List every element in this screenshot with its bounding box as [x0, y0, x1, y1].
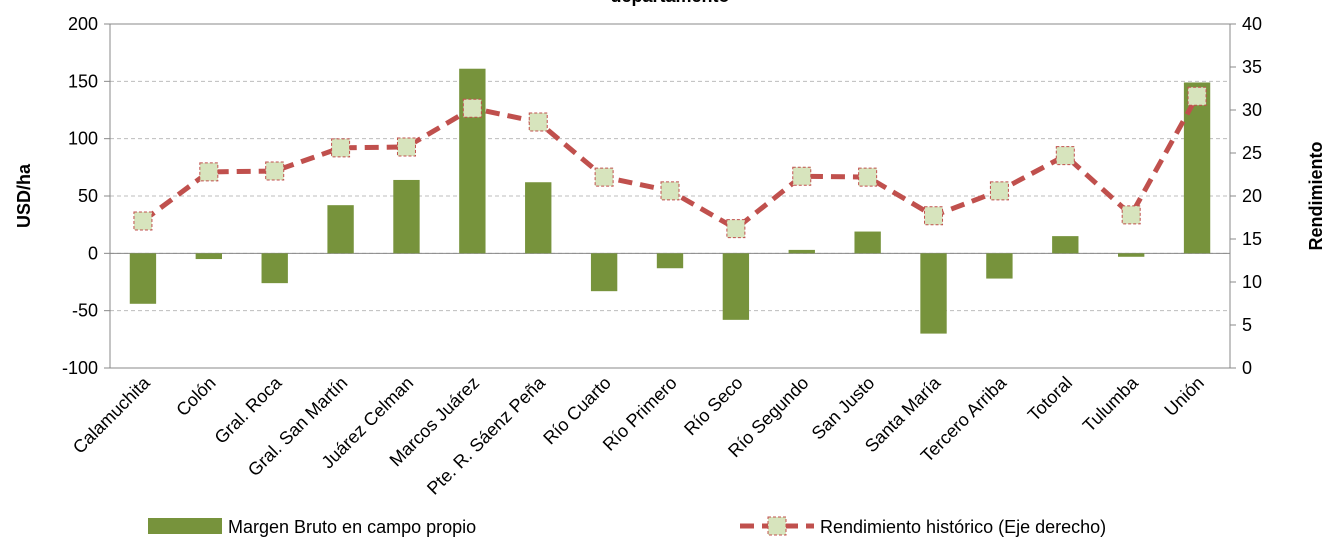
y-tick-label: 0 [88, 243, 98, 263]
y2-tick-label: 20 [1242, 186, 1262, 206]
y2-tick-label: 40 [1242, 14, 1262, 34]
legend-label: Margen Bruto en campo propio [228, 517, 476, 537]
bar [393, 179, 420, 254]
bar [1118, 253, 1145, 257]
y-tick-label: 200 [68, 14, 98, 34]
x-tick-label: Pte. R. Sáenz Peña [423, 372, 550, 499]
marker [331, 138, 351, 158]
y2-axis-label: Rendimiento [1306, 141, 1326, 250]
marker [1121, 205, 1141, 225]
marker [462, 98, 482, 118]
legend-swatch [148, 518, 222, 534]
y-tick-label: 150 [68, 71, 98, 91]
y2-tick-label: 5 [1242, 315, 1252, 335]
y-tick-label: 100 [68, 129, 98, 149]
bar [854, 231, 881, 254]
x-tick-label: Calamuchita [69, 372, 155, 458]
bar [1052, 236, 1079, 254]
marker [594, 167, 614, 187]
bar [525, 182, 552, 254]
y2-tick-label: 15 [1242, 229, 1262, 249]
bar [195, 253, 222, 260]
bar [722, 253, 750, 320]
marker [989, 181, 1009, 201]
marker [660, 181, 680, 201]
bar [459, 68, 486, 254]
marker [726, 219, 746, 239]
y-axis-label: USD/ha [14, 163, 34, 228]
plot-border [109, 23, 1231, 369]
y2-tick-label: 25 [1242, 143, 1262, 163]
marker [528, 112, 548, 132]
bar [656, 253, 684, 269]
marker [1055, 146, 1075, 166]
legend-label: Rendimiento histórico (Eje derecho) [820, 517, 1106, 537]
y2-tick-label: 30 [1242, 100, 1262, 120]
x-tick-label: San Justo [808, 373, 879, 444]
x-tick-label: Tulumba [1079, 372, 1143, 436]
y2-tick-label: 35 [1242, 57, 1262, 77]
bar [261, 253, 288, 284]
y2-tick-label: 0 [1242, 358, 1252, 378]
x-tick-label: Río Seco [680, 373, 747, 440]
marker [924, 206, 944, 226]
marker [265, 161, 285, 181]
marker [858, 167, 878, 187]
marker [199, 162, 219, 182]
y-tick-label: -100 [62, 358, 98, 378]
x-tick-label: Totoral [1024, 373, 1076, 425]
line [141, 95, 1200, 232]
x-tick-label: Unión [1160, 373, 1207, 420]
x-tick-label: Colón [172, 373, 219, 420]
y2-tick-label: 10 [1242, 272, 1262, 292]
marker [133, 211, 153, 231]
bar [920, 253, 947, 334]
bar [327, 205, 354, 254]
bar [986, 253, 1013, 279]
y-tick-label: -50 [72, 301, 98, 321]
marker [1187, 86, 1207, 106]
chart-title: departamento [610, 0, 729, 6]
marker [792, 166, 812, 186]
bar [129, 253, 157, 304]
bar [590, 253, 618, 292]
marker [396, 137, 416, 157]
legend-marker [767, 516, 787, 536]
bar [788, 249, 815, 254]
y-tick-label: 50 [78, 186, 98, 206]
